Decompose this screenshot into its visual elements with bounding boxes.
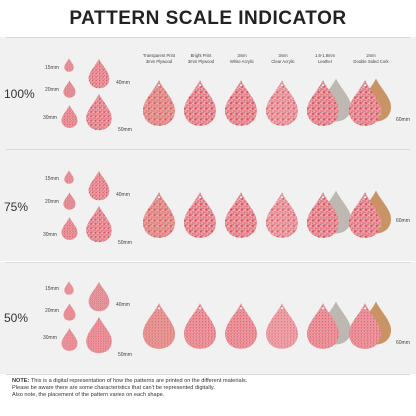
size-label: 20mm	[45, 87, 59, 93]
size-sample-50mm	[86, 205, 112, 243]
length-label: 60mm	[396, 117, 410, 123]
material-swatch	[307, 80, 339, 126]
size-sample-20mm	[63, 80, 76, 98]
material-swatch	[307, 192, 339, 238]
material-swatch	[266, 192, 298, 238]
material-swatch	[266, 303, 298, 349]
material-swatch	[225, 80, 257, 126]
divider	[6, 374, 410, 375]
note-line: Also note, the placement of the pattern …	[12, 392, 165, 399]
material-header: Bright Print 3mm Plywood	[187, 53, 215, 64]
material-swatch	[184, 303, 216, 349]
material-swatch	[349, 80, 381, 126]
size-sample-40mm	[88, 58, 110, 89]
size-sample-40mm	[88, 170, 110, 201]
material-swatch	[225, 303, 257, 349]
size-sample-20mm	[63, 192, 76, 210]
size-label: 20mm	[45, 199, 59, 205]
material-header: 1.6-1.8mm Leather	[314, 53, 335, 64]
material-swatch	[349, 192, 381, 238]
note-line: This is a digital representation of how …	[29, 378, 248, 384]
scale-percent-label: 50%	[4, 311, 29, 325]
size-label: 50mm	[118, 127, 132, 133]
size-sample-30mm	[61, 105, 78, 128]
size-label: 40mm	[116, 80, 130, 86]
size-sample-30mm	[61, 217, 78, 240]
size-label: 30mm	[43, 115, 57, 121]
size-sample-15mm	[64, 170, 74, 184]
size-label: 15mm	[45, 286, 59, 292]
size-label: 30mm	[43, 232, 57, 238]
material-swatch	[184, 192, 216, 238]
size-label: 15mm	[45, 65, 59, 71]
material-swatch	[349, 303, 381, 349]
length-label: 60mm	[396, 218, 410, 224]
note-line: Please be aware there are some character…	[12, 385, 215, 392]
material-header: 2mm Double Sided Cork	[353, 53, 389, 64]
material-swatch	[143, 80, 175, 126]
size-sample-30mm	[61, 328, 78, 351]
length-label: 60mm	[396, 340, 410, 346]
material-swatch	[143, 192, 175, 238]
scale-percent-label: 100%	[4, 87, 35, 101]
size-label: 30mm	[43, 335, 57, 341]
note-label: NOTE:	[12, 378, 30, 384]
size-label: 40mm	[116, 192, 130, 198]
size-sample-40mm	[88, 281, 110, 312]
material-swatch	[307, 303, 339, 349]
material-swatch	[225, 192, 257, 238]
divider	[6, 149, 410, 150]
size-label: 20mm	[45, 308, 59, 314]
page-title: PATTERN SCALE INDICATOR	[69, 8, 347, 29]
size-label: 50mm	[118, 352, 132, 358]
material-header: Transparent Print 3mm Plywood	[142, 53, 176, 64]
material-swatch	[184, 80, 216, 126]
material-header: 3mm White Acrylic	[230, 53, 254, 64]
divider	[6, 37, 410, 38]
size-label: 40mm	[116, 302, 130, 308]
size-sample-50mm	[86, 93, 112, 131]
note-text: NOTE: This is a digital representation o…	[12, 378, 408, 400]
material-swatch	[143, 303, 175, 349]
material-header: 3mm Clear Acrylic	[271, 53, 295, 64]
size-sample-50mm	[86, 316, 112, 354]
size-label: 50mm	[118, 240, 132, 246]
size-label: 15mm	[45, 176, 59, 182]
scale-percent-label: 75%	[4, 200, 29, 214]
material-swatch	[266, 80, 298, 126]
divider	[6, 262, 410, 263]
size-sample-15mm	[64, 281, 74, 295]
size-sample-15mm	[64, 58, 74, 72]
size-sample-20mm	[63, 303, 76, 321]
